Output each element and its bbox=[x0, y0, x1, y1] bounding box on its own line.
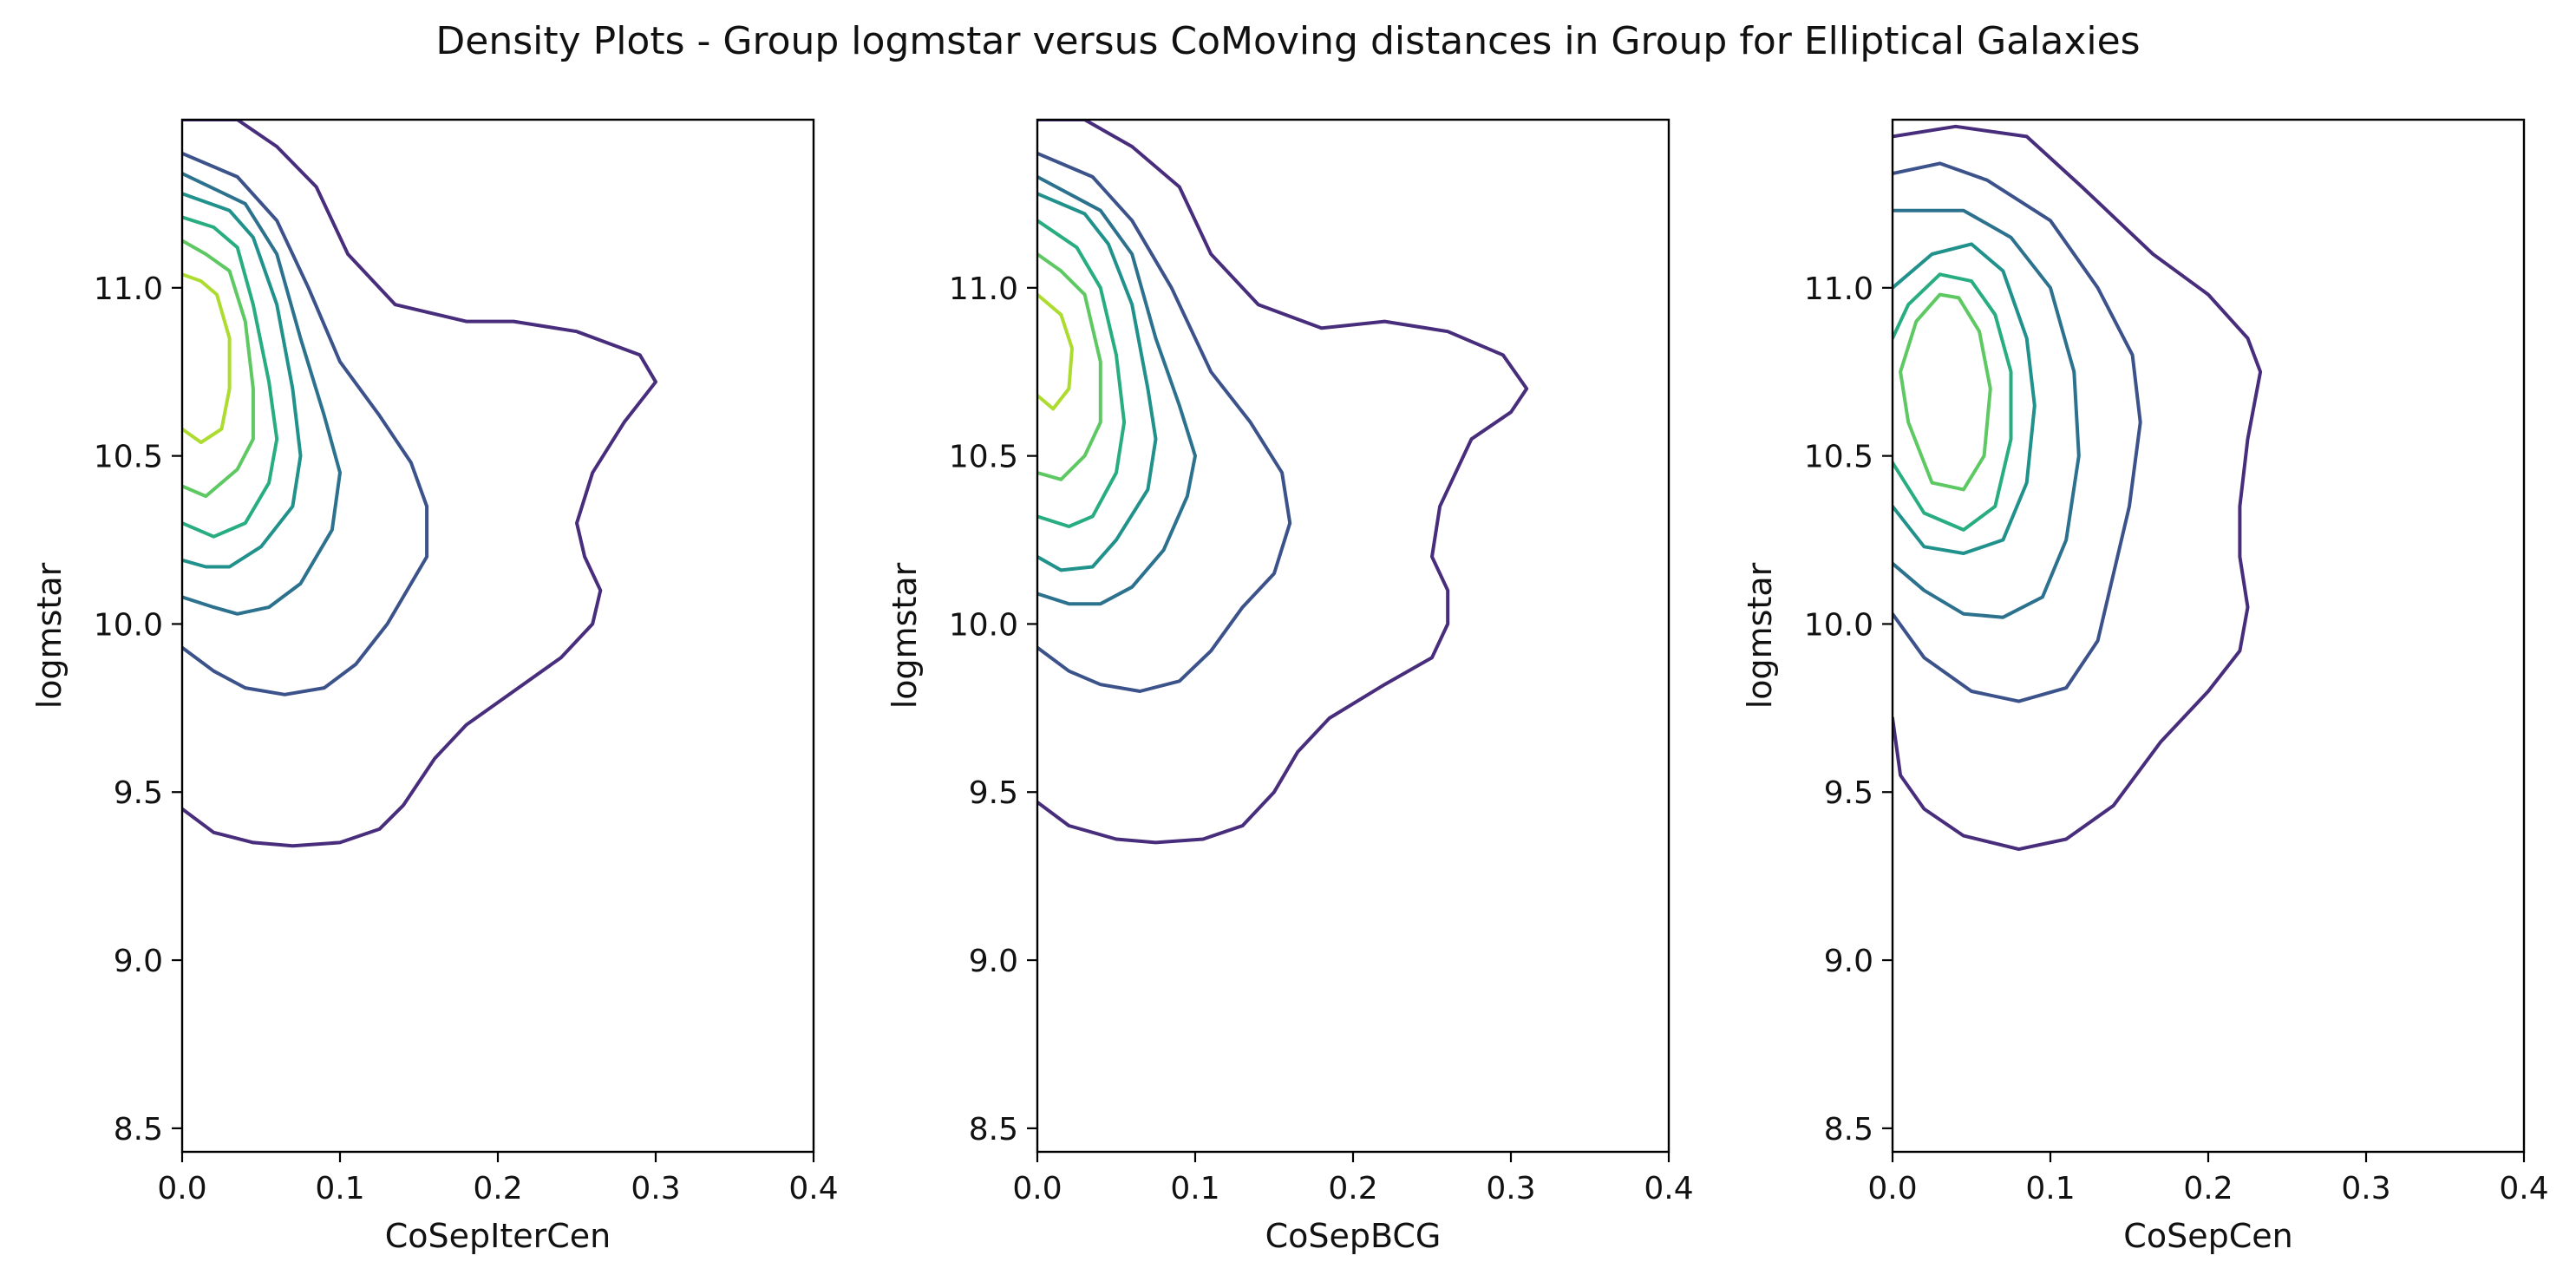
y-tick-label: 10.0 bbox=[949, 607, 1018, 643]
y-axis-label: logmstar bbox=[886, 562, 924, 709]
y-tick-label: 8.5 bbox=[969, 1112, 1018, 1147]
y-tick-label: 9.5 bbox=[1824, 775, 1873, 811]
contour-level-4 bbox=[1893, 242, 2037, 555]
contour-level-2 bbox=[1037, 151, 1292, 693]
x-tick-label: 0.1 bbox=[315, 1171, 364, 1206]
subplot-1: 0.0 0.1 0.2 0.3 0.4 8.5 9.0 9.5 10.0 10.5 11.0 CoSe… bbox=[30, 118, 839, 1255]
contour-level-7 bbox=[1037, 292, 1074, 411]
contour-level-3 bbox=[1037, 174, 1197, 606]
x-tick-label: 0.0 bbox=[1867, 1171, 1917, 1206]
x-tick-label: 0.2 bbox=[473, 1171, 522, 1206]
contour-level-1 bbox=[1037, 120, 1529, 845]
contour-level-7 bbox=[182, 272, 232, 445]
y-tick-label: 10.5 bbox=[94, 440, 163, 475]
contour-group bbox=[182, 120, 657, 848]
y-tick-label: 10.0 bbox=[1804, 607, 1873, 643]
x-tick-label: 0.0 bbox=[1012, 1171, 1062, 1206]
axes-frame bbox=[1891, 118, 2526, 1154]
contour-level-5 bbox=[182, 215, 279, 539]
y-tick-label: 9.5 bbox=[969, 775, 1018, 811]
y-tick-label: 8.5 bbox=[1824, 1112, 1873, 1147]
contour-level-6 bbox=[1037, 252, 1102, 481]
contour-level-4 bbox=[182, 192, 303, 569]
contour-level-6 bbox=[1899, 292, 1992, 492]
y-tick-label: 11.0 bbox=[1804, 271, 1873, 307]
x-tick-label: 0.3 bbox=[2341, 1171, 2390, 1206]
y-tick-label: 10.0 bbox=[94, 607, 163, 643]
y-tick-label: 9.0 bbox=[114, 944, 163, 979]
x-tick-label: 0.2 bbox=[2183, 1171, 2233, 1206]
x-tick-label: 0.4 bbox=[788, 1171, 838, 1206]
contour-level-2 bbox=[182, 151, 429, 696]
x-tick-label: 0.3 bbox=[631, 1171, 680, 1206]
contour-level-4 bbox=[1037, 192, 1158, 572]
x-tick-label: 0.4 bbox=[2499, 1171, 2548, 1206]
contour-level-3 bbox=[182, 172, 342, 616]
figure-title: Density Plots - Group logmstar versus Co… bbox=[435, 19, 2141, 63]
y-tick-label: 11.0 bbox=[949, 271, 1018, 307]
y-tick-label: 9.0 bbox=[1824, 944, 1873, 979]
contour-level-3 bbox=[1893, 208, 2081, 619]
subplot-2: 0.0 0.1 0.2 0.3 0.4 8.5 9.0 9.5 10.0 10.5 11.0 CoSe… bbox=[886, 118, 1694, 1255]
x-tick-label: 0.0 bbox=[157, 1171, 206, 1206]
y-tick-label: 10.5 bbox=[1804, 440, 1873, 475]
subplot-3: 0.0 0.1 0.2 0.3 0.4 8.5 9.0 9.5 10.0 10.5 11.0 CoSe… bbox=[1741, 118, 2549, 1255]
y-tick-label: 10.5 bbox=[949, 440, 1018, 475]
contour-group bbox=[1037, 120, 1529, 845]
y-axis-label: logmstar bbox=[1741, 562, 1779, 709]
contour-level-2 bbox=[1893, 161, 2142, 703]
contour-group bbox=[1893, 124, 2263, 852]
y-tick-label: 8.5 bbox=[114, 1112, 163, 1147]
contour-level-5 bbox=[1893, 272, 2013, 532]
x-tick-label: 0.1 bbox=[1170, 1171, 1219, 1206]
x-tick-label: 0.4 bbox=[1644, 1171, 1693, 1206]
y-tick-label: 9.0 bbox=[969, 944, 1018, 979]
x-axis-label: CoSepBCG bbox=[1265, 1217, 1442, 1255]
x-axis-label: CoSepIterCen bbox=[385, 1217, 611, 1255]
contour-level-1 bbox=[182, 120, 657, 848]
x-tick-label: 0.3 bbox=[1486, 1171, 1535, 1206]
contour-level-6 bbox=[182, 239, 255, 499]
y-tick-label: 9.5 bbox=[114, 775, 163, 811]
contour-level-1 bbox=[1893, 124, 2263, 852]
axes-frame bbox=[180, 118, 815, 1154]
y-tick-label: 11.0 bbox=[94, 271, 163, 307]
x-tick-label: 0.2 bbox=[1328, 1171, 1377, 1206]
y-axis-label: logmstar bbox=[30, 562, 69, 709]
x-tick-label: 0.1 bbox=[2025, 1171, 2075, 1206]
x-axis-label: CoSepCen bbox=[2123, 1217, 2292, 1255]
axes-frame bbox=[1036, 118, 1670, 1154]
contour-level-5 bbox=[1037, 219, 1127, 528]
